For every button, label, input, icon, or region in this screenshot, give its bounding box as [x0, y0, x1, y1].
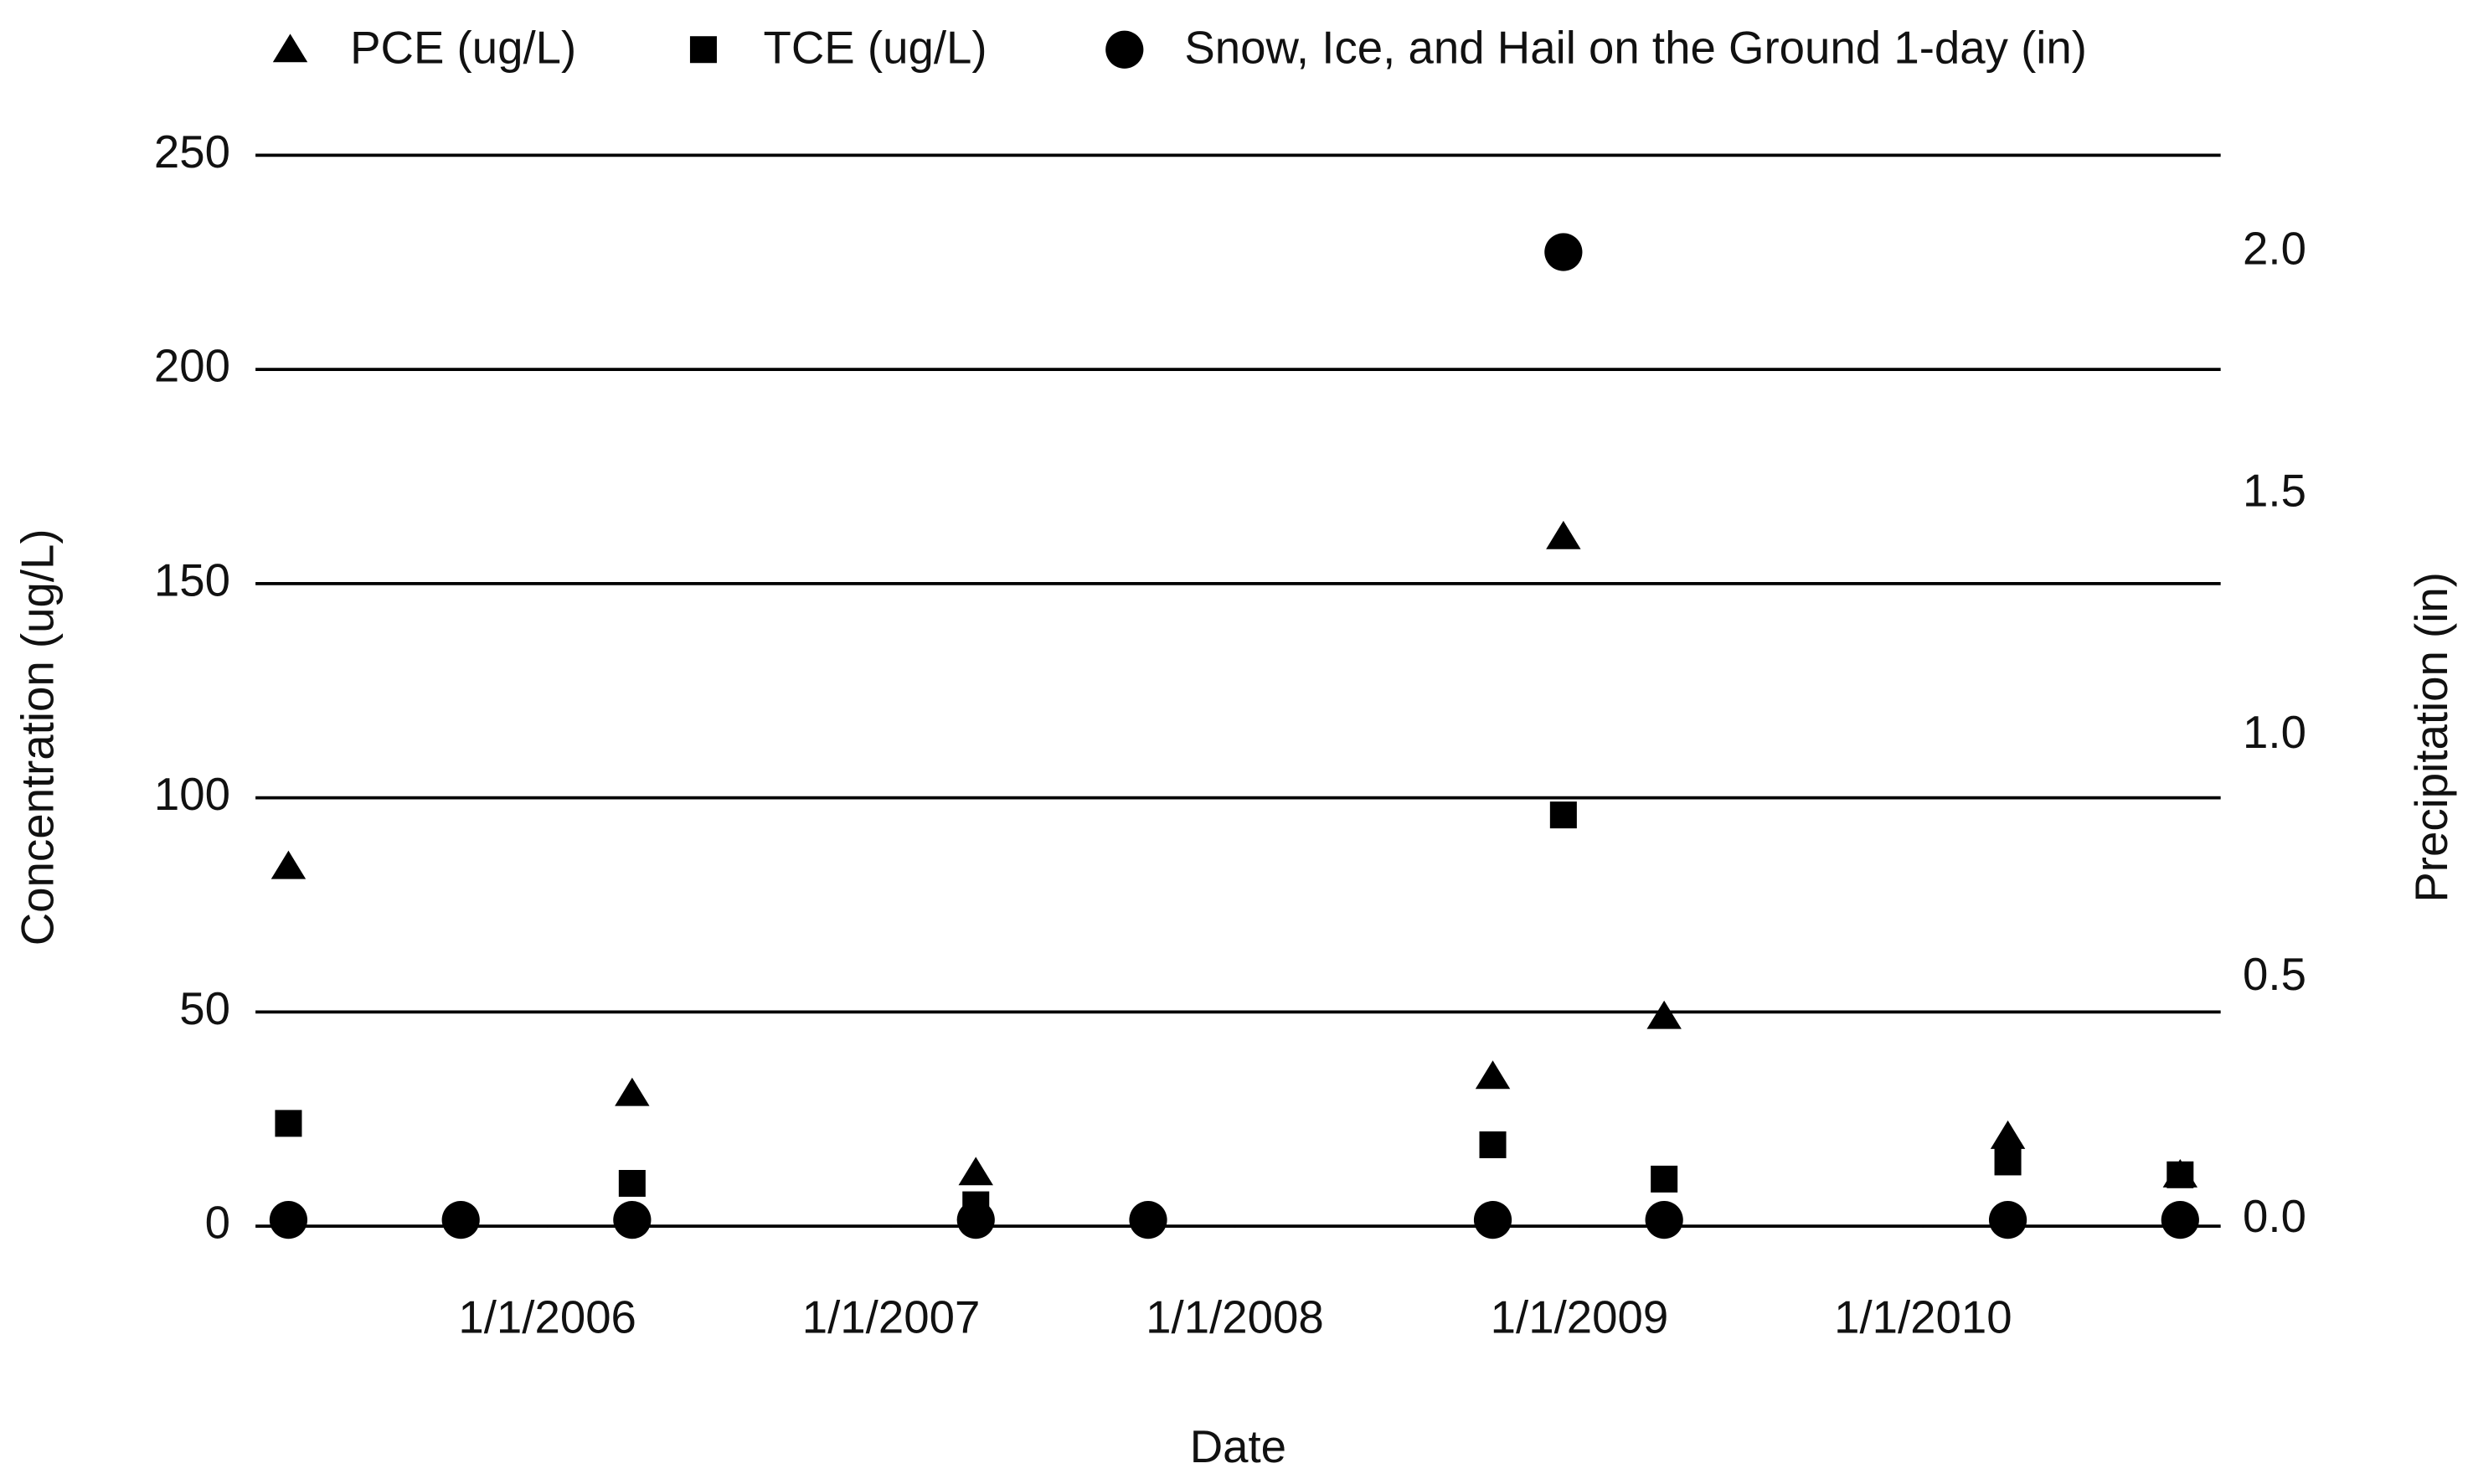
legend-label: Snow, Ice, and Hail on the Ground 1-day …: [1184, 23, 2087, 74]
y-tick-label: 100: [154, 769, 230, 820]
y2-tick-label: 0.0: [2243, 1191, 2306, 1242]
y-tick-label: 200: [154, 341, 230, 392]
circle-marker: [2161, 1201, 2199, 1239]
x-tick-label: 1/1/2007: [802, 1292, 981, 1343]
circle-marker: [1988, 1201, 2027, 1239]
circle-marker: [441, 1201, 480, 1239]
legend-marker: [272, 33, 308, 63]
triangle-marker: [1646, 1000, 1682, 1029]
y-tick-label: 50: [179, 983, 230, 1034]
square-marker: [2166, 1161, 2194, 1188]
triangle-marker: [270, 850, 307, 879]
y2-tick-label: 0.5: [2243, 949, 2306, 1000]
triangle-marker: [1475, 1060, 1511, 1090]
triangle-marker: [1990, 1120, 2026, 1149]
y-tick-label: 0: [205, 1198, 230, 1249]
circle-marker: [1473, 1201, 1512, 1239]
triangle-marker: [1546, 520, 1581, 549]
circle-marker: [613, 1201, 652, 1239]
legend-label: TCE (ug/L): [764, 23, 987, 74]
y-tick-label: 250: [154, 126, 230, 178]
x-tick-label: 1/1/2009: [1491, 1292, 1669, 1343]
circle-marker: [269, 1201, 308, 1239]
square-marker: [1479, 1131, 1507, 1158]
y2-axis-label: Precipitation (in): [2406, 572, 2457, 903]
circle-marker: [956, 1201, 995, 1239]
square-marker: [275, 1110, 302, 1137]
y-tick-label: 150: [154, 554, 230, 605]
legend-marker: [1105, 30, 1144, 69]
x-tick-label: 1/1/2008: [1146, 1292, 1324, 1343]
y2-tick-label: 1.5: [2243, 465, 2306, 516]
legend-label: PCE (ug/L): [350, 23, 576, 74]
x-tick-label: 1/1/2006: [458, 1292, 636, 1343]
legend-marker: [689, 36, 717, 64]
circle-marker: [1645, 1201, 1683, 1239]
square-marker: [1549, 801, 1577, 829]
x-tick-label: 1/1/2010: [1834, 1292, 2012, 1343]
square-marker: [618, 1170, 646, 1198]
square-marker: [1994, 1148, 2022, 1176]
triangle-marker: [615, 1077, 650, 1106]
y-axis-label: Concentration (ug/L): [12, 528, 63, 946]
circle-marker: [1544, 233, 1583, 271]
y2-tick-label: 2.0: [2243, 223, 2306, 274]
circle-marker: [1129, 1201, 1167, 1239]
triangle-marker: [958, 1157, 993, 1186]
x-axis-label: Date: [1190, 1421, 1286, 1472]
y2-tick-label: 1.0: [2243, 707, 2306, 758]
square-marker: [1651, 1165, 1678, 1193]
